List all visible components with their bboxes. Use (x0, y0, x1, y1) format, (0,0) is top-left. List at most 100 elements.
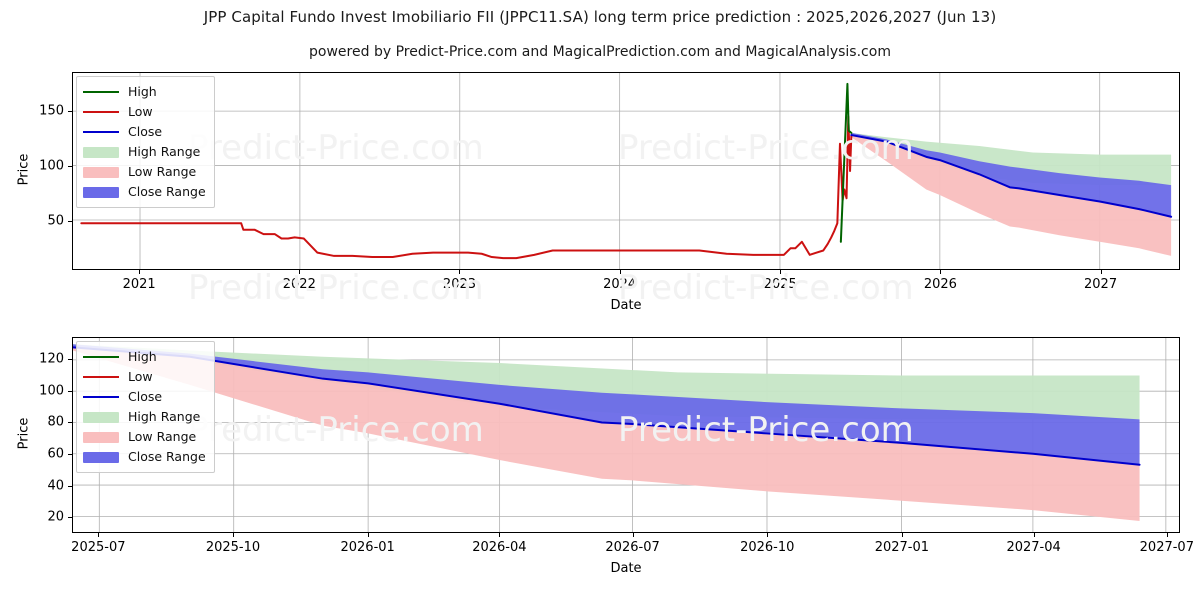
legend-swatch-patch-icon (83, 166, 119, 178)
legend-item-high: High (83, 82, 206, 102)
x-axis-tick-label: 2024 (603, 277, 637, 292)
price-history-chart (72, 72, 1180, 270)
x-axis-tick-mark (632, 533, 634, 537)
y-axis-tick-label: 150 (39, 103, 64, 118)
legend-item-label: Close (128, 388, 163, 404)
x-axis-tick-mark (1033, 533, 1035, 537)
legend-item-low-range: Low Range (83, 162, 206, 182)
x-axis-tick-mark (1166, 533, 1168, 537)
x-axis-tick-label: 2027-04 (1006, 540, 1061, 555)
x-axis-tick-label: 2027-07 (1139, 540, 1194, 555)
legend-item-low: Low (83, 367, 206, 387)
x-axis-label-top: Date (610, 298, 642, 313)
x-axis-tick-mark (619, 270, 621, 274)
price-history-plot (73, 73, 1179, 269)
y-axis-tick-label: 80 (47, 414, 64, 430)
legend-item-low-range: Low Range (83, 427, 206, 447)
x-axis-tick-mark (233, 533, 234, 537)
legend-item-label: Low Range (128, 428, 197, 444)
page-title: JPP Capital Fundo Invest Imobiliario FII… (203, 8, 997, 26)
x-axis-tick-mark (139, 270, 141, 274)
x-axis-tick-label: 2025-07 (71, 540, 126, 555)
x-axis-tick-label: 2025-10 (205, 540, 261, 555)
legend-item-label: High Range (128, 408, 201, 424)
x-axis-tick-label: 2021 (122, 277, 156, 292)
legend-item-label: High Range (128, 143, 201, 159)
y-axis-tick-label: 100 (39, 383, 64, 399)
y-axis-tick-label: 120 (39, 351, 64, 367)
legend-swatch-patch-icon (83, 411, 119, 423)
x-axis-tick-label: 2026-04 (472, 540, 527, 555)
legend-item-close: Close (83, 387, 206, 407)
y-axis-tick-label: 40 (47, 478, 64, 494)
x-axis-tick-label: 2026-01 (340, 540, 395, 555)
page-subtitle: powered by Predict-Price.com and Magical… (309, 44, 891, 60)
x-axis-tick-label: 2022 (282, 277, 316, 292)
x-axis-tick-mark (780, 270, 782, 274)
legend-item-close-range: Close Range (83, 182, 206, 202)
legend-swatch-patch-icon (83, 186, 119, 198)
x-axis-tick-mark (1100, 270, 1102, 274)
legend-swatch-line-icon (83, 371, 119, 383)
legend-item-label: Low (128, 368, 153, 384)
legend-swatch-line-icon (83, 351, 119, 363)
price-history-legend: High Low Close High Range Low Range Close Ran… (76, 76, 215, 208)
y-axis-tick-mark (68, 220, 72, 222)
y-axis-tick-mark (68, 359, 72, 361)
legend-item-label: High (128, 83, 157, 99)
forecast-detail-plot (73, 338, 1179, 532)
y-axis-tick-mark (68, 390, 72, 392)
legend-swatch-line-icon (83, 86, 119, 98)
legend-swatch-line-icon (83, 126, 119, 138)
forecast-detail-chart (72, 337, 1180, 533)
y-axis-tick-label: 20 (47, 509, 64, 525)
x-axis-tick-label: 2026 (923, 277, 957, 292)
y-axis-tick-mark (68, 517, 72, 519)
legend-item-high-range: High Range (83, 142, 206, 162)
x-axis-tick-label: 2026-07 (605, 540, 660, 555)
y-axis-tick-mark (68, 422, 72, 424)
legend-swatch-line-icon (83, 106, 119, 118)
x-axis-tick-label: 2025 (763, 277, 797, 292)
y-axis-tick-label: 50 (47, 213, 64, 228)
x-axis-tick-label: 2026-10 (740, 540, 795, 555)
x-axis-tick-mark (299, 270, 301, 274)
x-axis-tick-mark (767, 533, 769, 537)
y-axis-tick-mark (68, 110, 72, 112)
legend-item-label: Low Range (128, 163, 197, 179)
x-axis-label-bottom: Date (610, 561, 642, 576)
x-axis-tick-mark (901, 533, 903, 537)
x-axis-tick-label: 2023 (442, 277, 477, 292)
legend-item-close: Close (83, 122, 206, 142)
y-axis-tick-mark (68, 485, 72, 487)
y-axis-tick-label: 60 (47, 446, 64, 462)
forecast-detail-legend: High Low Close High Range Low Range Close Ran… (76, 341, 215, 473)
x-axis-tick-label: 2027 (1084, 277, 1118, 292)
y-axis-label-bottom: Price (16, 417, 32, 450)
x-axis-tick-mark (499, 533, 501, 537)
y-axis-tick-mark (68, 165, 72, 167)
x-axis-tick-mark (940, 270, 942, 274)
legend-swatch-patch-icon (83, 451, 119, 463)
legend-item-close-range: Close Range (83, 447, 206, 467)
x-axis-tick-label: 2027-01 (874, 540, 930, 555)
legend-item-label: High (128, 348, 157, 364)
watermark: Predict-Price.com (188, 268, 484, 308)
legend-swatch-line-icon (83, 391, 119, 403)
legend-item-label: Low (128, 103, 153, 119)
legend-swatch-patch-icon (83, 431, 119, 443)
legend-item-label: Close Range (128, 448, 206, 464)
legend-item-low: Low (83, 102, 206, 122)
legend-swatch-patch-icon (83, 146, 119, 158)
legend-item-high-range: High Range (83, 407, 206, 427)
x-axis-tick-mark (98, 533, 100, 537)
legend-item-label: Close (128, 123, 163, 139)
legend-item-high: High (83, 347, 206, 367)
legend-item-label: Close Range (128, 183, 206, 199)
x-axis-tick-mark (367, 533, 369, 537)
y-axis-tick-label: 100 (39, 158, 64, 173)
y-axis-label-top: Price (16, 153, 32, 186)
x-axis-tick-mark (459, 270, 461, 274)
y-axis-tick-mark (68, 453, 72, 455)
